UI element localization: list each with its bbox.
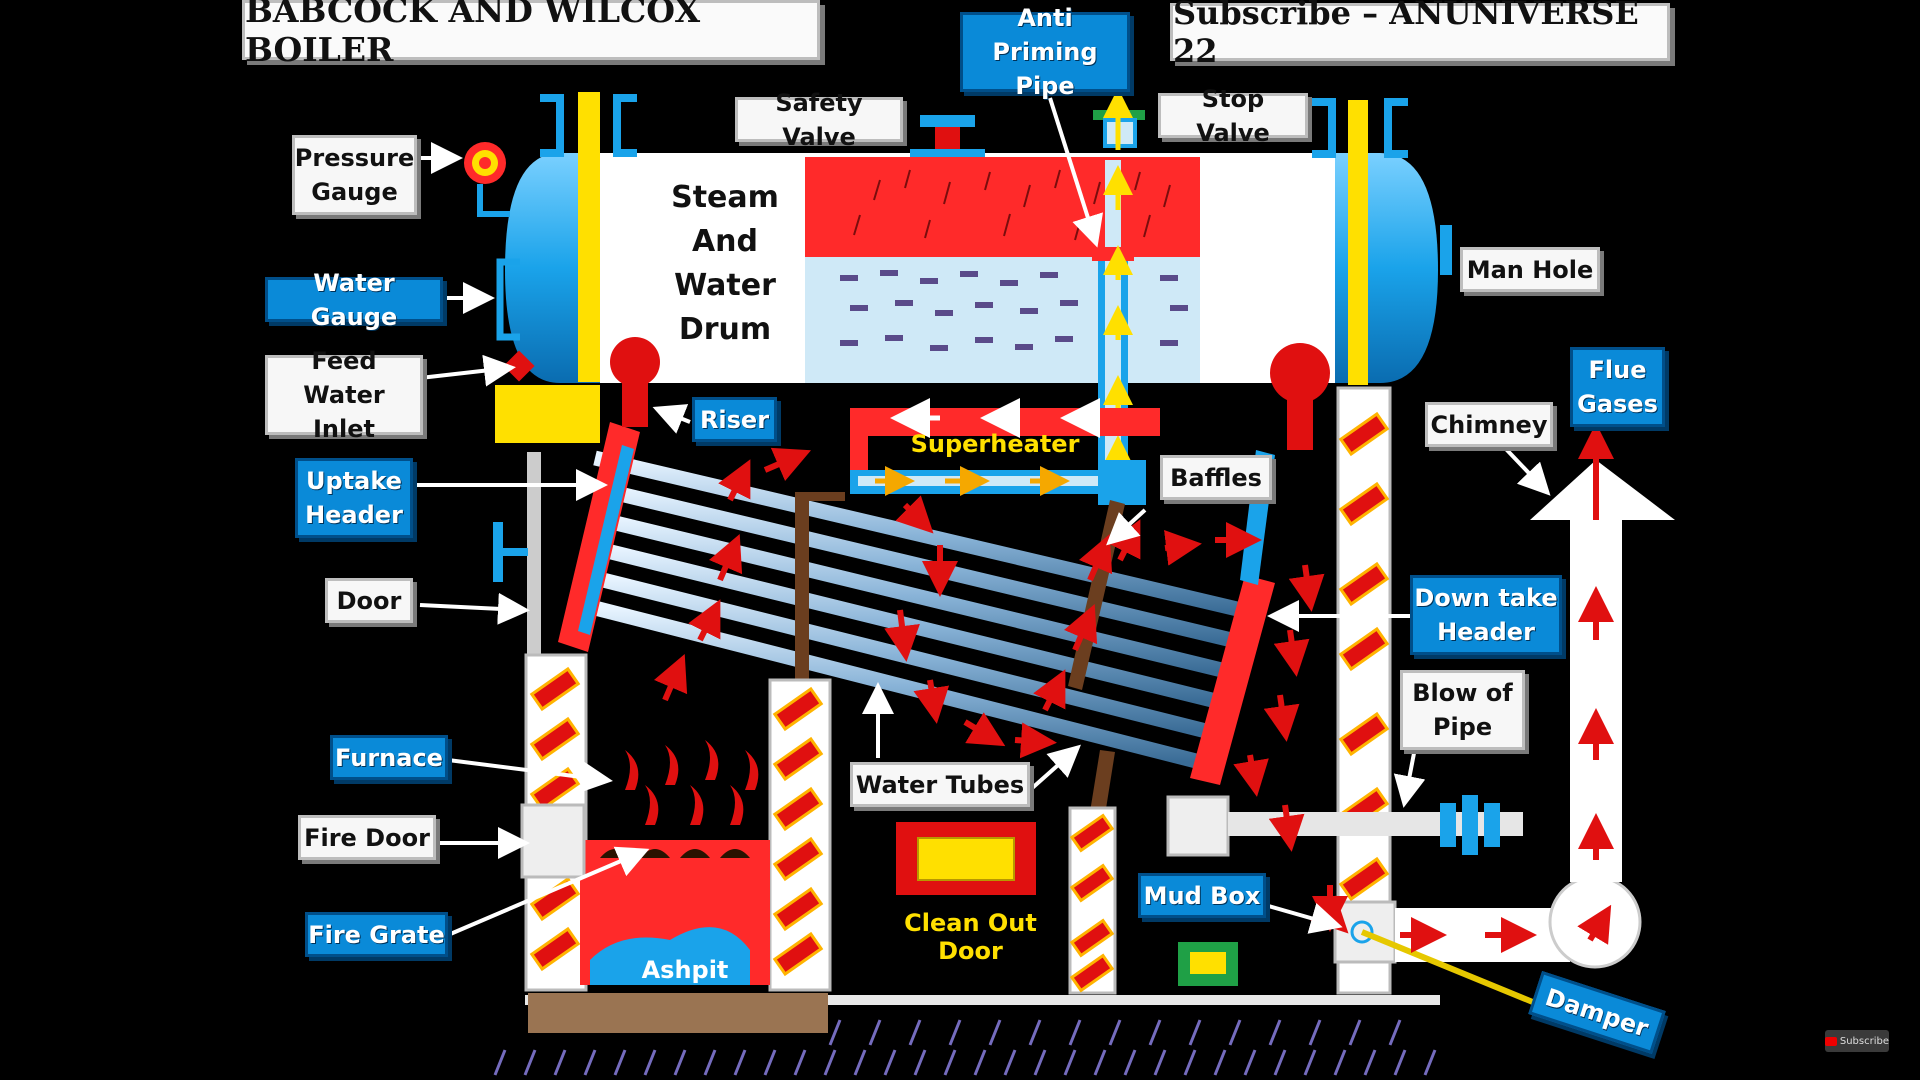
diagram-title: BABCOCK AND WILCOX BOILER: [242, 0, 820, 69]
fire-grate-label: Fire Grate: [305, 912, 448, 957]
water-gauge-icon: [496, 258, 520, 341]
floor-slab: [525, 995, 1440, 1005]
drum-label: Steam And Water Drum: [671, 180, 779, 347]
mud-box-label: Mud Box: [1138, 873, 1266, 918]
steam-water-drum: [505, 153, 1438, 383]
pressure-gauge-icon: [464, 142, 510, 217]
foundation: [528, 993, 828, 1033]
water-space: [805, 257, 1200, 383]
channel-banner: Subscribe – ANUNIVERSE 22: [1170, 0, 1670, 70]
baffles-label: Baffles: [1160, 455, 1272, 500]
ashpit-graphic: [590, 927, 750, 985]
door-label: Door: [325, 578, 413, 623]
chimney-label: Chimney: [1425, 402, 1553, 447]
ashpit-label: Ashpit: [641, 956, 729, 984]
anti-priming-pipe-label: Anti Priming Pipe: [960, 4, 1130, 100]
uptake-header: [558, 422, 640, 652]
water-tubes: [593, 450, 1252, 770]
riser-label: Riser: [692, 397, 777, 442]
safety-valve-icon: [910, 115, 985, 157]
baffle-right: [1068, 500, 1125, 690]
superheater-label: Superheater: [910, 430, 1080, 458]
right-support-column: [1348, 100, 1368, 385]
fire-door-label: Fire Door: [298, 815, 436, 860]
furnace-right-wall: [768, 678, 832, 992]
steam-space: [805, 157, 1200, 257]
baffle-left: [795, 492, 809, 684]
water-tubes-label: Water Tubes: [850, 762, 1030, 807]
right-brick-column: [1336, 386, 1392, 995]
baffle-top: [795, 492, 845, 501]
water-gauge-label: Water Gauge: [265, 269, 443, 331]
pressure-gauge-label: Pressure Gauge: [292, 135, 417, 215]
safety-valve-label: Safety Valve: [735, 89, 903, 151]
down-take-header-label: Down take Header: [1410, 575, 1562, 655]
riser-left: [610, 337, 660, 427]
youtube-icon: [1825, 1036, 1837, 1046]
clean-out-door-label: Clean Out Door: [904, 909, 1037, 965]
door-icon: [493, 522, 503, 582]
left-support-column: [578, 92, 600, 382]
stop-valve-label: Stop Valve: [1158, 85, 1308, 147]
feed-water-inlet-label: Feed Water Inlet: [265, 347, 423, 443]
mid-pillar: [1068, 806, 1117, 995]
subscribe-badge-text: Subscribe: [1839, 1035, 1889, 1047]
damper-rod: [1360, 929, 1542, 1008]
fire-door-block: [520, 803, 586, 879]
subscribe-badge[interactable]: Subscribe: [1825, 1030, 1889, 1052]
downtake-header-graphic: [1190, 343, 1330, 785]
man-hole-label: Man Hole: [1460, 247, 1600, 292]
blow-of-pipe-label: Blow of Pipe: [1400, 670, 1525, 750]
leader-lines: [415, 97, 1551, 937]
furnace-left-wall: [524, 452, 588, 992]
ground-waves: [493, 1019, 1437, 1076]
flue-gases-label: Flue Gases: [1570, 347, 1665, 427]
uptake-header-label: Uptake Header: [295, 458, 413, 538]
man-hole-cover: [1440, 225, 1452, 275]
furnace-label: Furnace: [330, 735, 448, 780]
feed-box: [495, 385, 600, 443]
